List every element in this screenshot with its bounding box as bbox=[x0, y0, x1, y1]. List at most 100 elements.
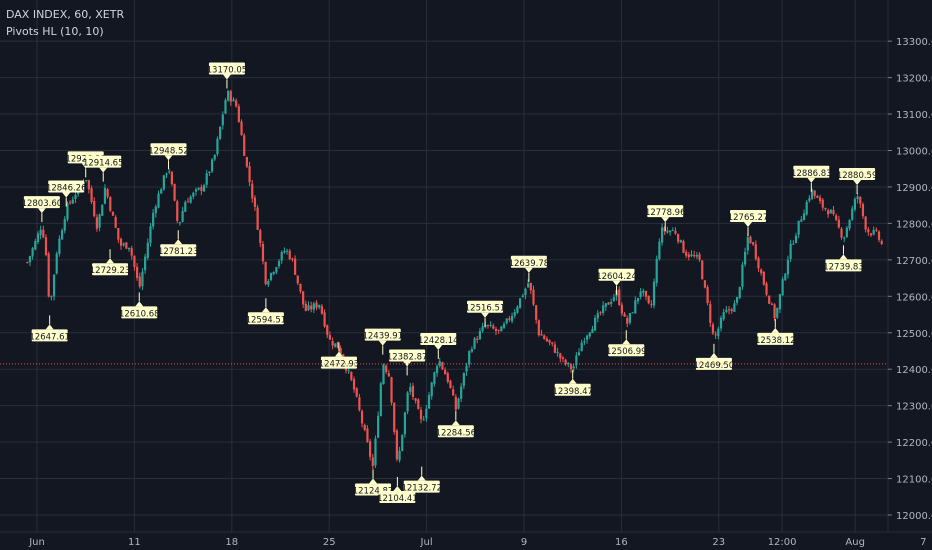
candle-body bbox=[516, 306, 519, 313]
pivot-low-pointer bbox=[568, 378, 577, 384]
candle-body bbox=[310, 305, 313, 310]
candle-body bbox=[245, 157, 248, 167]
pivot-label-box bbox=[647, 205, 684, 218]
candle-body bbox=[816, 195, 819, 198]
candle-body bbox=[805, 202, 808, 215]
candle-body bbox=[243, 135, 246, 156]
pivot-label-box bbox=[379, 490, 416, 503]
candle-body bbox=[138, 276, 141, 287]
candle-body bbox=[336, 341, 340, 349]
candle-body bbox=[470, 348, 473, 352]
x-tick-label: Jun bbox=[28, 537, 45, 548]
y-tick-label: 12400.00 bbox=[896, 365, 932, 376]
candle-body bbox=[727, 309, 731, 311]
candle-body bbox=[125, 242, 128, 249]
y-tick-label: 13000.00 bbox=[896, 147, 932, 158]
candle-body bbox=[369, 441, 372, 457]
candle-body bbox=[497, 329, 500, 331]
candle-body bbox=[403, 412, 407, 435]
candle-body bbox=[797, 220, 800, 235]
candle-body bbox=[39, 229, 42, 235]
pivot-low-pointer bbox=[709, 352, 718, 358]
pivot-high-label: 12382.87 bbox=[387, 352, 428, 362]
candle-body bbox=[355, 388, 358, 397]
candle-body bbox=[173, 183, 176, 201]
candle-body bbox=[784, 273, 787, 281]
x-tick-label: 12:00 bbox=[768, 537, 797, 548]
candle-body bbox=[596, 313, 599, 319]
candle-body bbox=[486, 324, 490, 326]
candle-body bbox=[326, 325, 329, 335]
candle-body bbox=[556, 351, 559, 353]
candle-body bbox=[502, 323, 506, 328]
pivot-label-box bbox=[793, 165, 830, 178]
pivot-label-box bbox=[420, 332, 457, 345]
candle-body bbox=[655, 258, 658, 283]
candle-body bbox=[36, 233, 40, 242]
pivot-label-box bbox=[320, 356, 357, 369]
candle-body bbox=[44, 237, 48, 256]
candle-body bbox=[709, 304, 712, 323]
pivot-low-pointer bbox=[174, 239, 183, 245]
pivot-label-box bbox=[839, 168, 876, 181]
candle-body bbox=[452, 389, 455, 396]
pivot-label-box bbox=[825, 259, 862, 272]
candle-body bbox=[184, 202, 187, 212]
pivot-high-pointer bbox=[434, 344, 443, 350]
candle-body bbox=[390, 377, 393, 403]
candle-body bbox=[227, 90, 230, 101]
candle-body bbox=[144, 256, 147, 271]
candle-body bbox=[261, 243, 265, 262]
candle-body bbox=[717, 328, 720, 337]
candle-body bbox=[34, 240, 37, 250]
candle-body bbox=[800, 219, 803, 222]
candle-body bbox=[548, 339, 551, 343]
candle-body bbox=[374, 438, 377, 466]
pivot-low-label: 12469.50 bbox=[694, 361, 735, 371]
candle-body bbox=[411, 385, 415, 397]
pivot-low-label: 12284.56 bbox=[436, 428, 477, 438]
candle-body bbox=[186, 201, 190, 203]
pivot-label-box bbox=[208, 62, 245, 75]
candle-body bbox=[117, 228, 120, 240]
candle-body bbox=[647, 295, 650, 304]
candle-body bbox=[853, 198, 857, 210]
candle-body bbox=[505, 318, 508, 324]
candle-body bbox=[743, 251, 747, 265]
candle-body bbox=[176, 201, 179, 221]
candle-body bbox=[735, 297, 739, 303]
pivot-label-box bbox=[150, 143, 187, 156]
candle-body bbox=[703, 280, 707, 288]
pivot-label-box bbox=[467, 300, 504, 313]
candle-body bbox=[205, 173, 208, 185]
candle-body bbox=[200, 187, 203, 191]
candle-body bbox=[216, 138, 219, 155]
candle-body bbox=[527, 283, 530, 288]
pivot-low-label: 12538.12 bbox=[755, 336, 796, 346]
candle-body bbox=[652, 281, 656, 306]
candle-body bbox=[604, 303, 607, 307]
candle-body bbox=[114, 216, 117, 228]
candle-body bbox=[168, 171, 171, 173]
candle-body bbox=[350, 371, 353, 380]
candle-body bbox=[762, 271, 765, 285]
pivot-high-label: 12516.51 bbox=[465, 304, 506, 314]
candle-body bbox=[599, 312, 602, 314]
candle-body bbox=[103, 187, 107, 204]
pivot-high-pointer bbox=[403, 361, 412, 367]
candle-body bbox=[529, 282, 532, 291]
candle-body bbox=[237, 106, 240, 122]
x-tick-label: 23 bbox=[712, 537, 725, 548]
candle-body bbox=[50, 295, 53, 298]
candle-body bbox=[875, 229, 878, 231]
candle-body bbox=[660, 227, 664, 243]
candle-body bbox=[835, 215, 838, 220]
candle-body bbox=[669, 230, 672, 233]
candlestick-series bbox=[26, 89, 883, 470]
candle-body bbox=[398, 450, 401, 461]
pivot-low-pointer bbox=[417, 475, 426, 481]
candle-body bbox=[773, 304, 776, 319]
price-axis[interactable]: 12000.00 12100.00 12200.00 12300.00 12400.00… bbox=[887, 0, 932, 550]
